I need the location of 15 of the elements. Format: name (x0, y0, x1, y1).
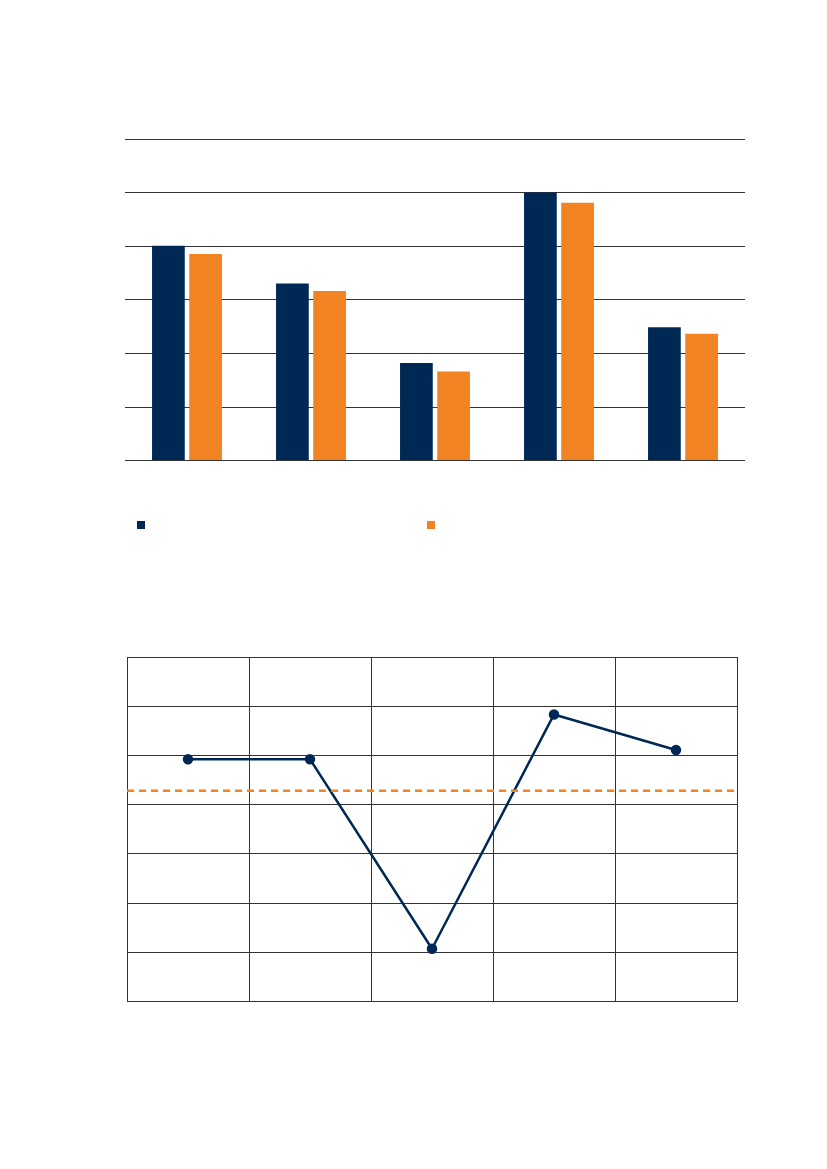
point (548, 709, 560, 720)
bar (313, 290, 346, 461)
bar (152, 245, 185, 461)
point (670, 744, 682, 756)
bar (400, 363, 433, 461)
bar (524, 192, 557, 461)
bar (561, 202, 594, 461)
bar (437, 371, 470, 461)
bar (648, 327, 681, 461)
bar (685, 333, 718, 461)
bar (189, 253, 222, 461)
bar (276, 283, 309, 461)
point (426, 943, 438, 955)
point (304, 753, 316, 765)
point (182, 753, 194, 765)
